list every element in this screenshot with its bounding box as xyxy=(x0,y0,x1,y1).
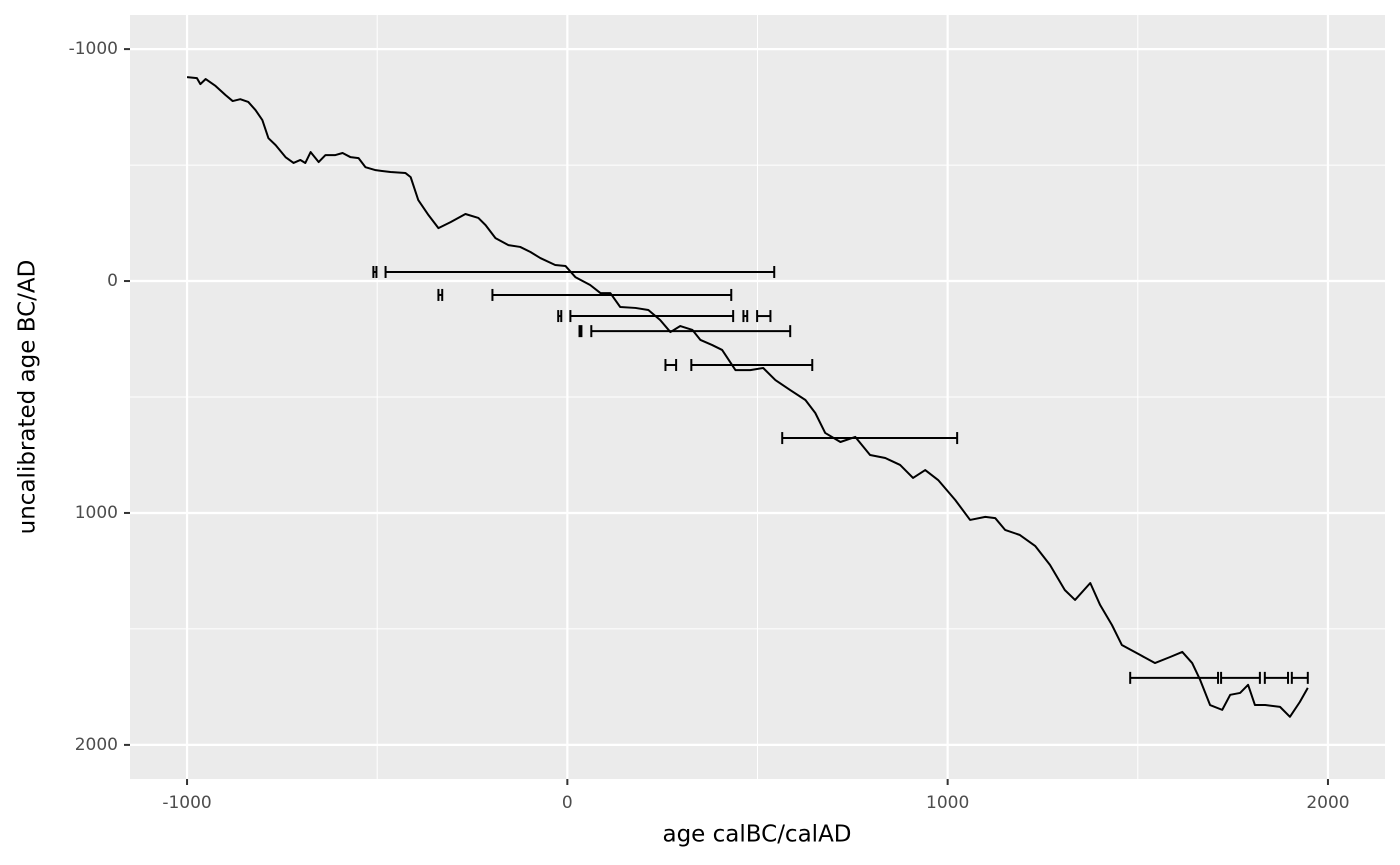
range-bar xyxy=(491,288,733,301)
range-bar xyxy=(690,358,814,371)
y-tick-label: -1000 xyxy=(69,39,118,59)
x-axis-title: age calBC/calAD xyxy=(662,822,851,848)
y-tick-label: 0 xyxy=(107,271,118,291)
calibration-curve xyxy=(186,76,1309,718)
range-bar xyxy=(781,432,959,445)
x-tick-label: -1000 xyxy=(162,793,211,813)
y-tick-label: 1000 xyxy=(75,503,118,523)
range-bar xyxy=(569,310,735,323)
range-bar xyxy=(1290,671,1309,684)
range-bar xyxy=(742,310,749,323)
range-bar xyxy=(384,265,776,278)
x-tick-label: 0 xyxy=(562,793,573,813)
range-bar xyxy=(590,325,792,338)
range-bar xyxy=(664,358,678,371)
range-bar xyxy=(1129,671,1220,684)
y-axis-title: uncalibrated age BC/AD xyxy=(15,260,41,535)
range-bar xyxy=(437,288,444,301)
y-tick-label: 2000 xyxy=(75,735,118,755)
range-bar xyxy=(756,310,772,323)
range-bar xyxy=(1263,671,1290,684)
range-bar xyxy=(557,310,563,323)
x-tick-label: 1000 xyxy=(926,793,969,813)
range-bar xyxy=(1220,671,1261,684)
x-tick-label: 2000 xyxy=(1306,793,1349,813)
range-bar xyxy=(372,265,378,278)
range-bar xyxy=(578,325,583,338)
